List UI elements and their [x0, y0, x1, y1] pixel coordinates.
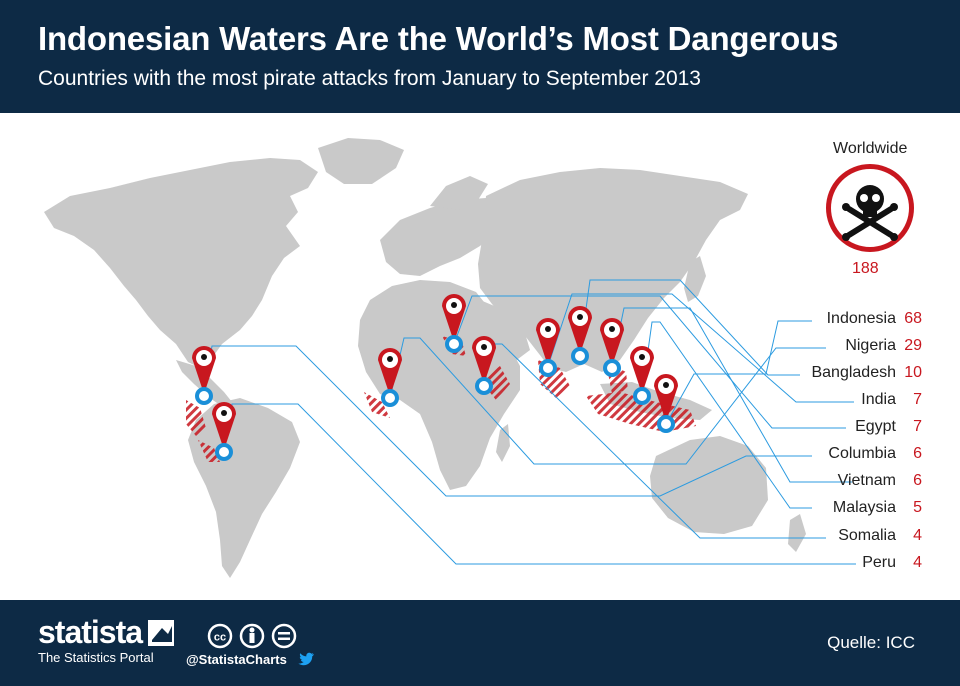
- legend-row-egypt: Egypt 7: [855, 418, 922, 442]
- legend-row-columbia: Columbia 6: [828, 445, 922, 469]
- map-pins: [192, 294, 678, 461]
- statista-tagline: The Statistics Portal: [38, 650, 154, 665]
- legend-row-vietnam: Vietnam 6: [838, 472, 922, 496]
- footer-bar: [0, 600, 960, 686]
- country-label: Bangladesh: [811, 364, 896, 381]
- source-label: Quelle: ICC: [827, 633, 915, 652]
- skull-crossbones-icon: [826, 164, 914, 252]
- map-pin-icon: [600, 318, 624, 377]
- country-label: Nigeria: [845, 337, 896, 354]
- attack-count: 29: [904, 337, 922, 354]
- map-pin-icon: [212, 402, 236, 461]
- country-label: Columbia: [828, 445, 896, 462]
- legend-row-peru: Peru 4: [862, 554, 922, 578]
- worldwide-label: Worldwide: [833, 140, 908, 157]
- legend-row-malaysia: Malaysia 5: [833, 499, 922, 523]
- attack-count: 10: [904, 364, 922, 381]
- map-pin-icon: [536, 318, 560, 377]
- creative-commons-icon[interactable]: cc: [206, 622, 298, 650]
- svg-text:cc: cc: [214, 632, 226, 644]
- map-pin-icon: [472, 336, 496, 395]
- attack-count: 6: [913, 445, 922, 462]
- legend-row-nigeria: Nigeria 29: [845, 337, 922, 361]
- statista-logo[interactable]: statista: [38, 614, 143, 650]
- legend-row-indonesia: Indonesia 68: [827, 310, 922, 334]
- attack-count: 5: [913, 499, 922, 516]
- attack-count: 7: [913, 391, 922, 408]
- country-label: Somalia: [838, 527, 896, 544]
- map-pin-icon: [442, 294, 466, 353]
- page-title: Indonesian Waters Are the World’s Most D…: [38, 20, 839, 57]
- map-pin-icon: [568, 306, 592, 365]
- twitter-icon[interactable]: [298, 652, 314, 666]
- worldwide-value: 188: [852, 260, 879, 277]
- map-pin-icon: [378, 348, 402, 407]
- world-map: [44, 138, 856, 578]
- map-pin-icon: [192, 346, 216, 405]
- header-bar: [0, 0, 960, 113]
- legend-row-somalia: Somalia 4: [838, 527, 922, 551]
- country-label: Indonesia: [826, 310, 896, 327]
- attack-count: 7: [913, 418, 922, 435]
- country-label: India: [861, 391, 896, 408]
- map-pin-icon: [630, 346, 654, 405]
- twitter-handle[interactable]: @StatistaCharts: [186, 652, 287, 667]
- attack-count: 68: [904, 310, 922, 327]
- legend-row-bangladesh: Bangladesh 10: [811, 364, 922, 388]
- attack-count: 4: [913, 554, 922, 571]
- country-label: Malaysia: [832, 499, 896, 516]
- country-label: Peru: [862, 554, 896, 571]
- map-pin-icon: [654, 374, 678, 433]
- statista-mark-icon: [148, 620, 174, 646]
- world-landmass: [44, 138, 806, 578]
- attack-count: 6: [913, 472, 922, 489]
- country-label: Egypt: [855, 418, 896, 435]
- legend-row-india: India 7: [861, 391, 922, 415]
- attack-count: 4: [913, 527, 922, 544]
- page-subtitle: Countries with the most pirate attacks f…: [38, 67, 701, 90]
- country-label: Vietnam: [837, 472, 896, 489]
